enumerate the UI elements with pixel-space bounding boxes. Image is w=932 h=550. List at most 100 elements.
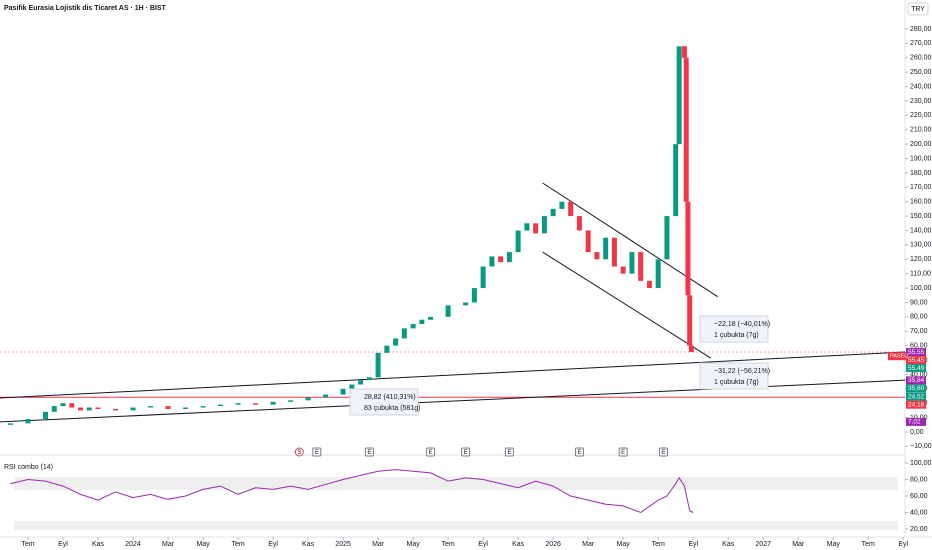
- candle-body: [113, 408, 119, 411]
- x-tick-label: Eyl: [478, 541, 488, 548]
- event-marker: [504, 447, 514, 457]
- candle-body: [673, 144, 679, 217]
- price-badge-label: 24,18: [908, 401, 925, 408]
- candle-body: [585, 230, 591, 253]
- price-badge-label: 7,02: [908, 419, 921, 426]
- candle-body: [594, 252, 600, 260]
- y-tick-label: 280,00: [910, 26, 932, 33]
- y-tick-label: 190,00: [910, 155, 932, 162]
- price-badge-label: 35,60: [908, 385, 925, 392]
- symbol-badge: [888, 352, 906, 361]
- x-tick-label: 2027: [755, 541, 771, 548]
- measure-bars: 83 çubukta (581g): [364, 405, 420, 412]
- candle-body: [638, 252, 644, 281]
- candle-body: [480, 266, 486, 289]
- price-badge: [906, 376, 926, 385]
- y-tick-label: 100,00: [910, 285, 932, 292]
- measure-box: [349, 388, 419, 416]
- candle-body: [463, 302, 469, 306]
- rsi-tick-label: 100,00: [910, 460, 932, 467]
- price-badge: [906, 364, 926, 373]
- currency[interactable]: TRY: [911, 6, 925, 13]
- event-marker: [461, 447, 471, 457]
- candle-body: [646, 280, 652, 289]
- candle-body: [676, 46, 682, 145]
- event-label: E: [315, 450, 319, 456]
- candle-body: [375, 352, 381, 378]
- candle-body: [471, 288, 477, 303]
- price-badge-label: 35,84: [908, 377, 925, 384]
- x-tick-label: Eyl: [898, 541, 908, 548]
- y-tick-label: 250,00: [910, 69, 932, 76]
- currency-box[interactable]: [907, 2, 929, 16]
- event-label: E: [507, 450, 511, 456]
- y-tick-label: 150,00: [910, 213, 932, 220]
- candle-body: [445, 305, 451, 317]
- candle-body: [51, 406, 57, 412]
- event-label: E: [661, 450, 665, 456]
- candle-body: [323, 394, 329, 398]
- candle-body: [43, 411, 49, 420]
- candle-body: [506, 252, 512, 263]
- candle-body: [69, 403, 75, 408]
- event-label: S: [297, 450, 301, 456]
- x-tick-label: 2025: [335, 541, 351, 548]
- x-tick-label: Eyl: [688, 541, 698, 548]
- x-tick-label: May: [617, 541, 631, 548]
- candle-body: [253, 403, 259, 405]
- measure-box: [699, 362, 769, 390]
- candle-body: [620, 266, 626, 274]
- x-tick-label: Mar: [582, 541, 595, 548]
- candle-body: [8, 423, 14, 425]
- y-tick-label: 40,00: [910, 371, 928, 378]
- candle-body: [489, 256, 495, 267]
- rsi-tick-label: 20,00: [910, 526, 928, 533]
- event-marker: [294, 447, 304, 457]
- candle-body: [60, 403, 66, 407]
- y-tick-label: 120,00: [910, 256, 932, 263]
- y-tick-label: 160,00: [910, 199, 932, 206]
- y-tick-label: 260,00: [910, 55, 932, 62]
- price-badge: [906, 417, 926, 426]
- candle-body: [218, 404, 224, 407]
- x-tick-label: May: [196, 541, 210, 548]
- x-tick-label: May: [406, 541, 420, 548]
- candle-body: [410, 324, 416, 329]
- measure-change: 28,82 (410,31%): [364, 394, 416, 401]
- y-tick-label: −10,00: [910, 443, 932, 450]
- candle-body: [685, 201, 691, 296]
- trendline: [542, 182, 718, 298]
- candle-body: [25, 419, 31, 424]
- y-tick-label: 210,00: [910, 127, 932, 134]
- candle-body: [687, 295, 693, 346]
- candle-body: [515, 230, 521, 253]
- event-label: E: [367, 450, 371, 456]
- price-badge-label: 24,52: [908, 393, 925, 400]
- x-tick-label: Kas: [512, 541, 525, 548]
- candle-body: [270, 401, 276, 405]
- rsi-band-upper: [14, 477, 898, 490]
- x-tick-label: Mar: [372, 541, 385, 548]
- candle-body: [148, 406, 154, 408]
- measure-change: −31,22 (−56,21%): [714, 368, 770, 375]
- y-tick-label: 130,00: [910, 242, 932, 249]
- rsi-line: [10, 469, 694, 514]
- x-tick-label: Tem: [862, 541, 875, 548]
- y-tick-label: 230,00: [910, 98, 932, 105]
- price-badge-label: 55,45: [908, 357, 925, 364]
- event-marker: [618, 447, 628, 457]
- candle-body: [524, 223, 530, 231]
- candle-body: [305, 397, 311, 401]
- candle-body: [568, 201, 574, 217]
- candle-body: [95, 407, 101, 409]
- candle-body: [419, 319, 425, 325]
- x-tick-label: Mar: [792, 541, 805, 548]
- candle-body: [533, 223, 539, 234]
- x-tick-label: Eyl: [58, 541, 68, 548]
- event-marker: [364, 447, 374, 457]
- measure-change: −22,18 (−40,01%): [714, 321, 770, 328]
- event-label: E: [429, 450, 433, 456]
- y-tick-label: 60,00: [910, 342, 928, 349]
- rsi-tick-label: 80,00: [910, 476, 928, 483]
